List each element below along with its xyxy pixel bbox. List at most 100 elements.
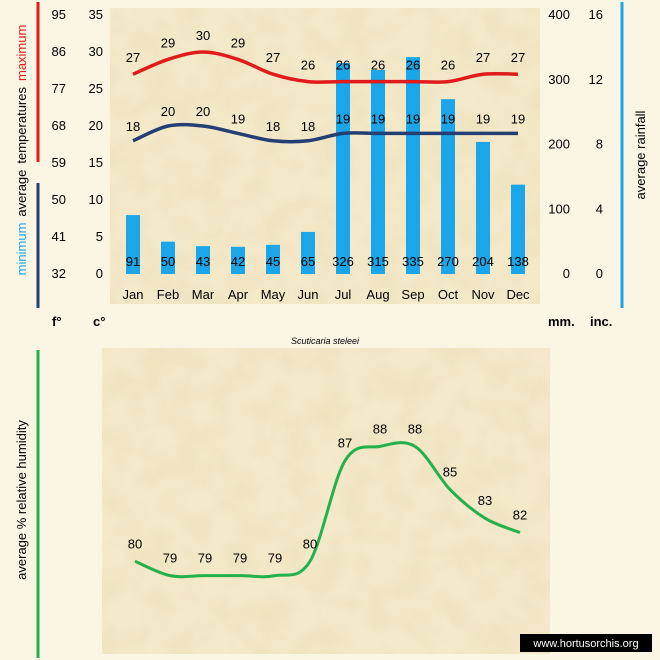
maximum-value: 26: [441, 58, 455, 73]
millimeter-tick: 100: [548, 201, 570, 216]
maximum-value-labels: 27 29 30 29 27 26 26 26 26 26 27 27: [126, 28, 525, 73]
maximum-value: 27: [126, 50, 140, 65]
unit-inch: inc.: [590, 314, 612, 329]
unit-fahrenheit: f°: [52, 314, 62, 329]
rainfall-value: 50: [161, 254, 175, 269]
celsius-tick: 20: [89, 118, 103, 133]
bottom-plot-texture: [102, 348, 550, 654]
rainfall-bar: [301, 231, 315, 274]
rainfall-value: 138: [507, 254, 529, 269]
rainfall-value: 315: [367, 254, 389, 269]
celsius-tick: 25: [89, 81, 103, 96]
maximum-value: 26: [371, 58, 385, 73]
rainfall-bar: [371, 70, 385, 274]
maximum-value: 27: [476, 50, 490, 65]
month-label: Nov: [471, 287, 495, 302]
top-plot-texture: [110, 8, 540, 304]
humidity-axis-title: average % relative humidity: [14, 420, 29, 580]
rainfall-value: 326: [332, 254, 354, 269]
temperatures-label: temperatures: [14, 87, 29, 164]
celsius-axis: 0 5 10 15 20 25 30 35: [89, 7, 103, 281]
humidity-value: 79: [233, 551, 247, 566]
maximum-value: 27: [266, 50, 280, 65]
rainfall-value-labels: 91 50 43 42 45 65 326 315 335 270 204 138: [126, 254, 529, 269]
millimeter-tick: 400: [548, 7, 570, 22]
celsius-tick: 30: [89, 44, 103, 59]
maximum-value: 29: [161, 35, 175, 50]
rainfall-bar: [161, 241, 175, 274]
maximum-value: 27: [511, 50, 525, 65]
month-label: Oct: [438, 287, 459, 302]
rainfall-bar: [266, 244, 280, 274]
minimum-value: 18: [301, 119, 315, 134]
fahrenheit-tick: 95: [52, 7, 66, 22]
minimum-value: 19: [371, 111, 385, 126]
minimum-value: 19: [336, 111, 350, 126]
left-axis-title: minimum average temperatures maximum: [14, 25, 29, 276]
maximum-value: 30: [196, 28, 210, 43]
millimeter-tick: 300: [548, 72, 570, 87]
millimeter-tick: 0: [563, 266, 570, 281]
fahrenheit-tick: 68: [52, 118, 66, 133]
fahrenheit-tick: 77: [52, 81, 66, 96]
month-label: Jun: [298, 287, 319, 302]
humidity-line: [134, 441, 521, 579]
humidity-value: 87: [338, 436, 352, 451]
minimum-value: 19: [231, 111, 245, 126]
month-axis: Jan Feb Mar Apr May Jun Jul Aug Sep Oct Nov Dec: [123, 287, 531, 302]
celsius-tick: 5: [96, 229, 103, 244]
fahrenheit-tick: 32: [52, 266, 66, 281]
inch-tick: 16: [589, 7, 603, 22]
inch-tick: 8: [596, 137, 603, 152]
month-label: May: [261, 287, 286, 302]
minimum-temperature-line: [132, 122, 518, 144]
inch-tick: 0: [596, 266, 603, 281]
minimum-value: 19: [476, 111, 490, 126]
minimum-value: 19: [406, 111, 420, 126]
fahrenheit-tick: 50: [52, 192, 66, 207]
celsius-tick: 15: [89, 155, 103, 170]
month-label: Sep: [401, 287, 424, 302]
unit-celsius: c°: [93, 314, 105, 329]
rainfall-bar: [196, 246, 210, 274]
humidity-value: 85: [443, 464, 457, 479]
month-label: Mar: [192, 287, 215, 302]
fahrenheit-axis: 32 41 50 59 68 77 86 95: [52, 7, 66, 281]
rainfall-bar: [336, 62, 350, 274]
humidity-value: 79: [198, 551, 212, 566]
inch-tick: 12: [589, 72, 603, 87]
maximum-label: maximum: [14, 25, 29, 81]
month-label: Feb: [157, 287, 179, 302]
humidity-value: 88: [408, 421, 422, 436]
maximum-value: 26: [406, 58, 420, 73]
rainfall-bar: [511, 184, 525, 274]
rainfall-bar: [441, 99, 455, 274]
rainfall-value: 45: [266, 254, 280, 269]
inch-tick: 4: [596, 201, 603, 216]
right-axis-title: average rainfall: [633, 110, 648, 199]
rainfall-value: 204: [472, 254, 494, 269]
maximum-value: 29: [231, 35, 245, 50]
humidity-value-labels: 80 79 79 79 79 80 87 88 88 85 83 82: [128, 421, 527, 565]
minimum-value: 20: [196, 104, 210, 119]
inch-axis: 0 4 8 12 16: [589, 7, 603, 281]
unit-millimeter: mm.: [548, 314, 575, 329]
maximum-value: 26: [301, 58, 315, 73]
month-label: Jul: [335, 287, 352, 302]
humidity-value: 80: [303, 536, 317, 551]
millimeter-tick: 200: [548, 137, 570, 152]
rainfall-bars: [126, 57, 525, 275]
watermark: www.hortusorchis.org: [532, 638, 638, 650]
month-label: Jan: [123, 287, 144, 302]
minimum-value-labels: 18 20 20 19 18 18 19 19 19 19 19 19: [126, 104, 525, 134]
rainfall-bar: [406, 57, 420, 275]
rainfall-bar: [231, 246, 245, 274]
minimum-value: 19: [441, 111, 455, 126]
rainfall-value: 42: [231, 254, 245, 269]
fahrenheit-tick: 41: [52, 229, 66, 244]
rainfall-bar: [126, 215, 140, 274]
humidity-value: 79: [268, 551, 282, 566]
humidity-value: 82: [513, 508, 527, 523]
